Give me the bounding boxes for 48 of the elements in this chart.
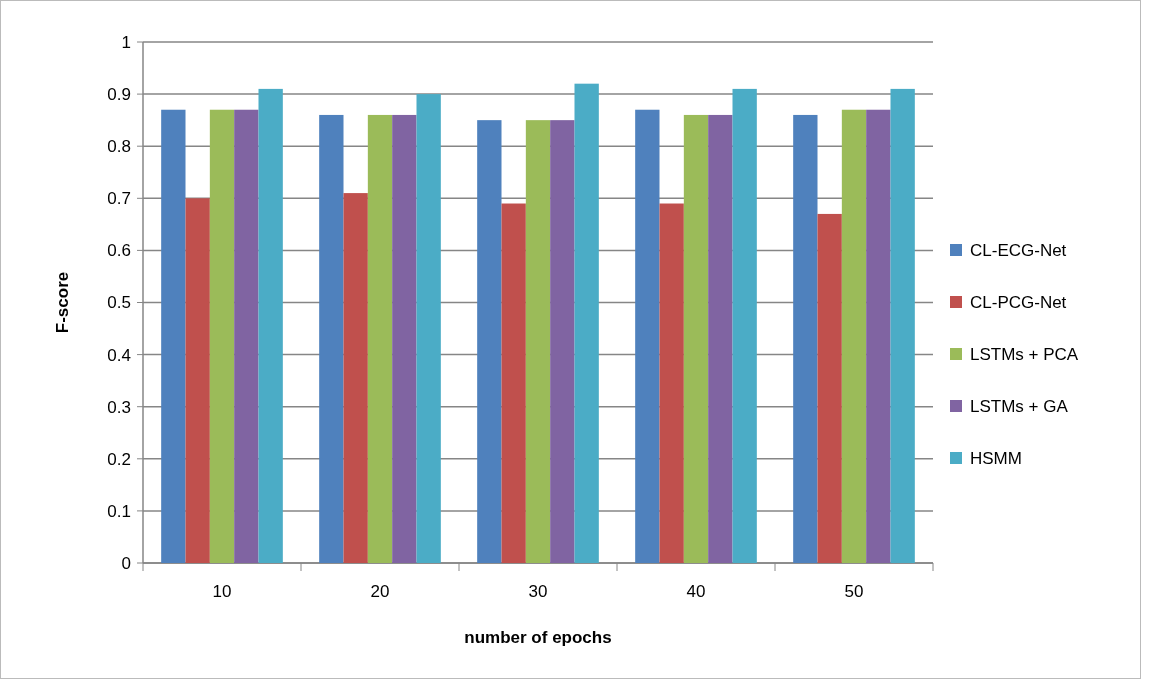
y-tick-label: 0.8 — [107, 137, 131, 157]
bar — [416, 94, 441, 563]
bar — [574, 83, 599, 563]
bar — [817, 213, 842, 563]
bar — [683, 114, 709, 563]
bar — [659, 203, 684, 563]
bar — [258, 88, 283, 563]
y-tick-label: 0.4 — [107, 345, 131, 365]
bar — [392, 114, 417, 563]
bar — [477, 120, 502, 563]
y-tick-label: 0.1 — [107, 501, 131, 521]
legend-label: HSMM — [970, 448, 1022, 468]
bar — [635, 109, 660, 563]
x-tick-label: 50 — [844, 582, 864, 601]
bar — [550, 120, 575, 563]
legend-label: LSTMs + PCA — [970, 344, 1079, 364]
y-tick-label: 0.6 — [107, 241, 131, 261]
y-tick-label: 0.3 — [107, 397, 131, 417]
y-axis-title: F-score — [53, 271, 72, 334]
bar — [525, 120, 551, 563]
bar — [319, 114, 344, 563]
x-axis-title: number of epochs — [464, 628, 612, 647]
y-tick-label: 1 — [121, 32, 131, 52]
y-tick-label: 0.2 — [107, 449, 131, 469]
bar — [185, 198, 210, 563]
bar — [161, 109, 186, 563]
legend-label: CL-PCG-Net — [970, 292, 1067, 312]
bar — [890, 88, 915, 563]
x-tick-label: 20 — [370, 582, 390, 601]
bar — [793, 114, 818, 563]
x-tick-label: 40 — [686, 582, 706, 601]
bar — [866, 109, 891, 563]
y-tick-label: 0.7 — [107, 189, 131, 209]
bar — [234, 109, 259, 563]
y-tick-label: 0 — [121, 553, 131, 573]
x-tick-label: 10 — [212, 582, 232, 601]
bar — [343, 193, 368, 563]
y-tick-label: 0.5 — [107, 293, 131, 313]
bar — [708, 114, 733, 563]
bar — [209, 109, 235, 563]
bar — [367, 114, 393, 563]
x-tick-label: 30 — [528, 582, 548, 601]
legend-label: CL-ECG-Net — [970, 240, 1067, 260]
y-tick-label: 0.9 — [107, 85, 131, 105]
bar — [732, 88, 757, 563]
bar — [841, 109, 867, 563]
bar — [501, 203, 526, 563]
legend-label: LSTMs + GA — [970, 396, 1069, 416]
